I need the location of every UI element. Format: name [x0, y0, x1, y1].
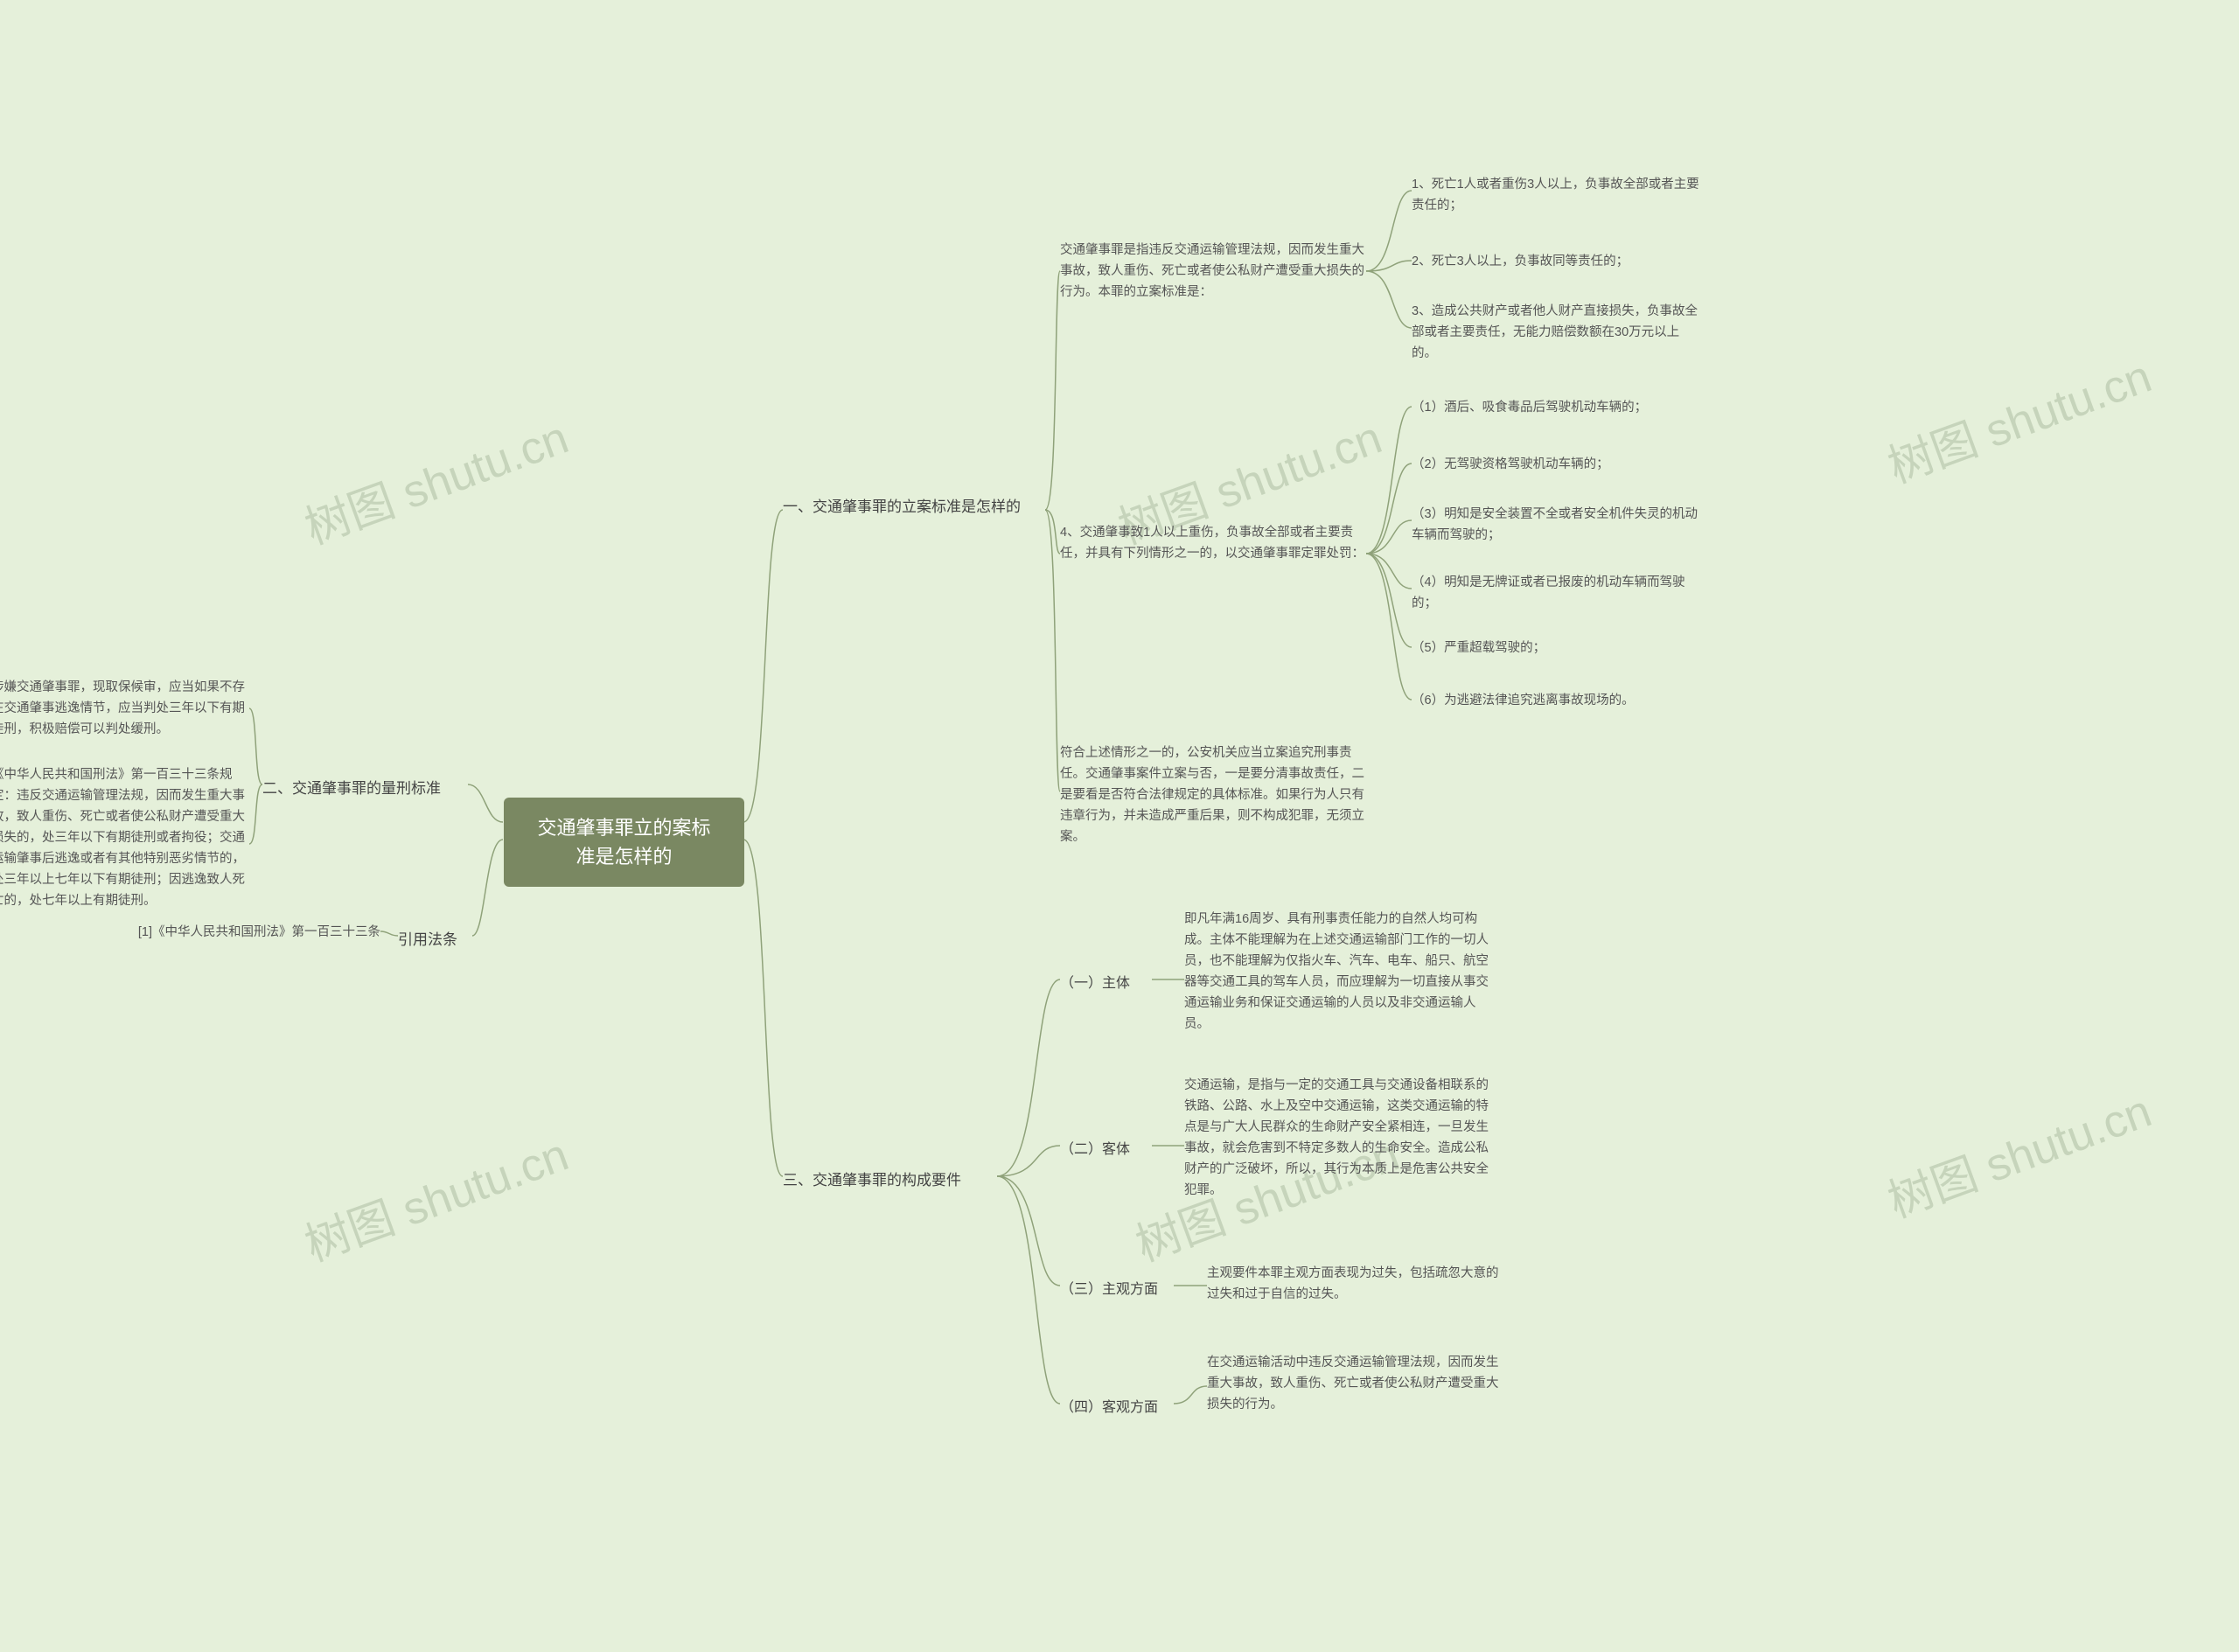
node-text: 《中华人民共和国刑法》第一百三十三条规定：违反交通运输管理法规，因而发生重大事故… — [0, 765, 249, 911]
branch-section-3[interactable]: 三、交通肇事罪的构成要件 — [783, 1168, 1001, 1189]
branch-citation[interactable]: 引用法条 — [398, 927, 472, 949]
watermark: 树图 shutu.cn — [1878, 1074, 2159, 1230]
branch-section-2[interactable]: 二、交通肇事罪的量刑标准 — [262, 776, 468, 798]
node-text: 即凡年满16周岁、具有刑事责任能力的自然人均可构成。主体不能理解为在上述交通运输… — [1184, 910, 1490, 1035]
sub-label-objective[interactable]: （四）客观方面 — [1060, 1395, 1174, 1416]
node-text: （5）严重超载驾驶的； — [1412, 638, 1705, 659]
sub-label-subject[interactable]: （一）主体 — [1060, 971, 1152, 992]
node-text: 在交通运输活动中违反交通运输管理法规，因而发生重大事故，致人重伤、死亡或者使公私… — [1207, 1353, 1500, 1416]
branch-section-1[interactable]: 一、交通肇事罪的立案标准是怎样的 — [783, 494, 1071, 516]
mindmap-root[interactable]: 交通肇事罪立的案标准是怎样的 — [504, 798, 744, 887]
node-text: （4）明知是无牌证或者已报废的机动车辆而驾驶的； — [1412, 573, 1705, 615]
node-text: 交通运输，是指与一定的交通工具与交通设备相联系的铁路、公路、水上及空中交通运输，… — [1184, 1076, 1490, 1202]
watermark: 树图 shutu.cn — [295, 401, 576, 556]
node-text: 主观要件本罪主观方面表现为过失，包括疏忽大意的过失和过于自信的过失。 — [1207, 1264, 1500, 1306]
node-text: 3、造成公共财产或者他人财产直接损失，负事故全部或者主要责任，无能力赔偿数额在3… — [1412, 302, 1705, 365]
node-text: 交通肇事罪是指违反交通运输管理法规，因而发生重大事故，致人重伤、死亡或者使公私财… — [1060, 240, 1366, 303]
watermark: 树图 shutu.cn — [1878, 339, 2159, 495]
node-text: 符合上述情形之一的，公安机关应当立案追究刑事责任。交通肇事案件立案与否，一是要分… — [1060, 743, 1366, 848]
node-text: （2）无驾驶资格驾驶机动车辆的； — [1412, 455, 1705, 476]
sub-label-object[interactable]: （二）客体 — [1060, 1137, 1152, 1158]
node-text: 涉嫌交通肇事罪，现取保候审，应当如果不存在交通肇事逃逸情节，应当判处三年以下有期… — [0, 678, 249, 741]
node-text: （3）明知是安全装置不全或者安全机件失灵的机动车辆而驾驶的； — [1412, 505, 1705, 547]
root-text: 交通肇事罪立的案标准是怎样的 — [537, 817, 710, 868]
node-text: 4、交通肇事致1人以上重伤，负事故全部或者主要责任，并具有下列情形之一的，以交通… — [1060, 523, 1366, 565]
sub-label-subjective[interactable]: （三）主观方面 — [1060, 1277, 1174, 1298]
node-text: 1、死亡1人或者重伤3人以上，负事故全部或者主要责任的； — [1412, 175, 1705, 217]
node-text: 2、死亡3人以上，负事故同等责任的； — [1412, 252, 1705, 273]
node-text: （1）酒后、吸食毒品后驾驶机动车辆的； — [1412, 398, 1705, 419]
watermark: 树图 shutu.cn — [295, 1118, 576, 1273]
node-text: [1]《中华人民共和国刑法》第一百三十三条 — [101, 923, 380, 944]
node-text: （6）为逃避法律追究逃离事故现场的。 — [1412, 691, 1705, 712]
